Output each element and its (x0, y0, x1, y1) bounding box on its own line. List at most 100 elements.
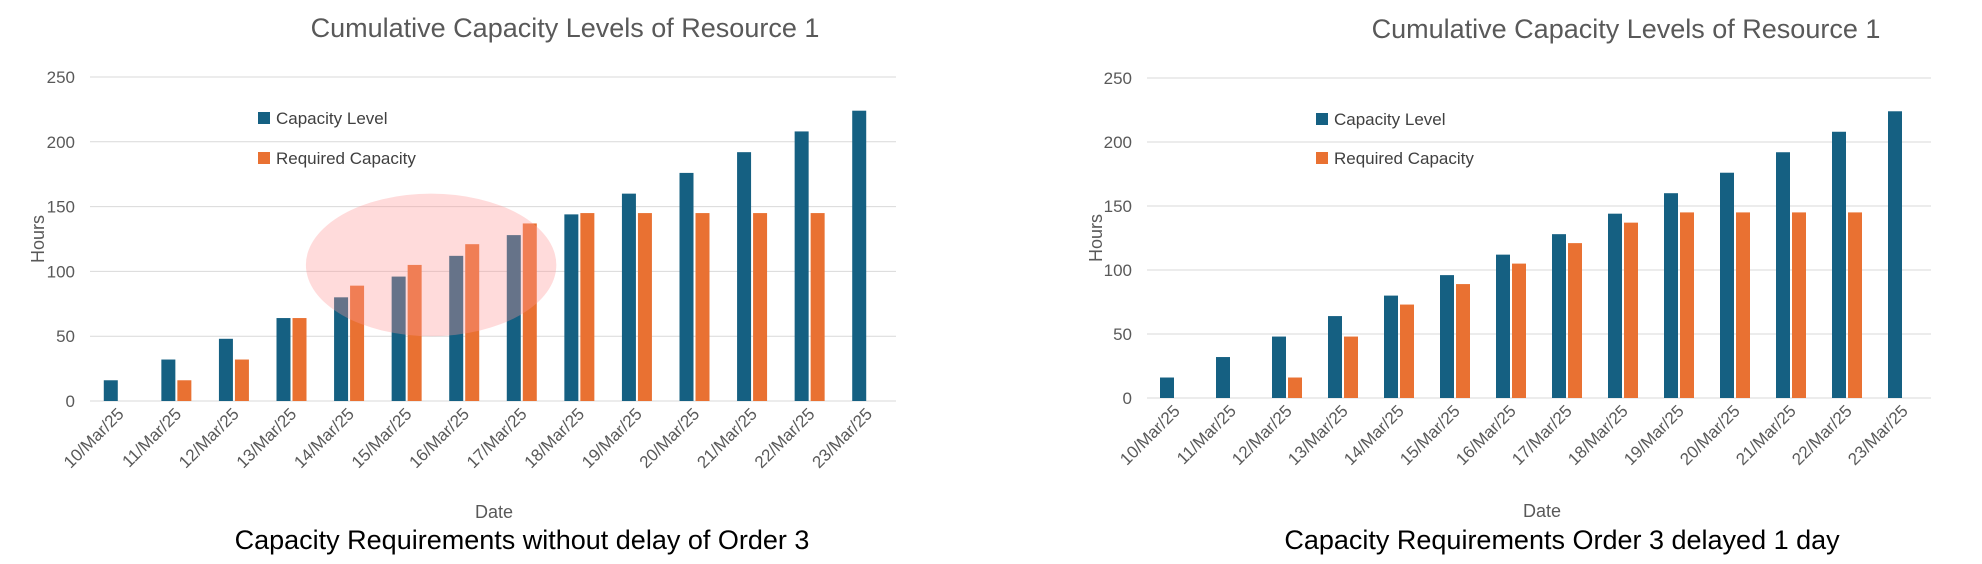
y-tick-label: 100 (1104, 261, 1132, 280)
capacity-level-bar (1888, 111, 1902, 398)
x-axis-label: Date (1523, 501, 1561, 521)
legend-label: Required Capacity (276, 149, 416, 168)
x-tick-label: 18/Mar/25 (1564, 401, 1632, 469)
legend-swatch-capacity-level (258, 112, 270, 124)
capacity-level-bar (1776, 152, 1790, 398)
y-tick-label: 250 (47, 68, 75, 87)
required-capacity-bar (234, 359, 249, 401)
x-tick-label: 23/Mar/25 (1844, 401, 1912, 469)
capacity-level-bar (161, 359, 176, 401)
y-axis-label: Hours (1086, 214, 1106, 262)
capacity-level-bar (1608, 213, 1622, 398)
capacity-level-bar (1160, 377, 1174, 398)
y-tick-label: 150 (47, 198, 75, 217)
capacity-level-bar (1832, 131, 1846, 398)
capacity-level-bar (1440, 275, 1454, 398)
legend-swatch-required-capacity (258, 152, 270, 164)
x-tick-label: 19/Mar/25 (578, 404, 646, 472)
legend-label: Capacity Level (276, 109, 388, 128)
capacity-level-bar (449, 255, 464, 401)
highlight-ellipse (305, 193, 557, 337)
capacity-level-bar (1720, 172, 1734, 398)
legend-swatch-capacity-level (1316, 113, 1328, 125)
y-tick-label: 50 (1113, 325, 1132, 344)
x-tick-label: 17/Mar/25 (463, 404, 531, 472)
y-tick-label: 0 (1123, 389, 1132, 408)
capacity-level-bar (564, 214, 579, 401)
chart-title: Cumulative Capacity Levels of Resource 1 (311, 13, 820, 43)
chart-left: Cumulative Capacity Levels of Resource 1… (28, 13, 896, 555)
capacity-level-bar (218, 338, 233, 401)
y-tick-label: 200 (47, 133, 75, 152)
x-tick-label: 21/Mar/25 (693, 404, 761, 472)
capacity-level-bar (1664, 193, 1678, 398)
capacity-level-bar (1216, 357, 1230, 398)
capacity-level-bar (794, 131, 809, 401)
x-tick-label: 19/Mar/25 (1620, 401, 1688, 469)
capacity-level-bar (1384, 295, 1398, 398)
y-tick-label: 250 (1104, 69, 1132, 88)
capacity-level-bar (621, 193, 636, 401)
required-capacity-bar (810, 213, 825, 401)
required-capacity-bar (465, 244, 480, 401)
x-tick-label: 23/Mar/25 (808, 404, 876, 472)
x-tick-label: 12/Mar/25 (1228, 401, 1296, 469)
capacity-level-bar (103, 380, 118, 401)
x-tick-label: 14/Mar/25 (1340, 401, 1408, 469)
chart-right: Cumulative Capacity Levels of Resource 1… (1086, 14, 1931, 555)
capacity-level-bar (1552, 234, 1566, 398)
chart-caption: Capacity Requirements Order 3 delayed 1 … (1284, 525, 1840, 555)
x-tick-label: 16/Mar/25 (1452, 401, 1520, 469)
legend-swatch-required-capacity (1316, 152, 1328, 164)
required-capacity-bar (1680, 212, 1694, 398)
x-tick-label: 21/Mar/25 (1732, 401, 1800, 469)
x-tick-label: 15/Mar/25 (348, 404, 416, 472)
x-tick-label: 11/Mar/25 (119, 404, 186, 471)
capacity-level-bar (679, 172, 694, 401)
required-capacity-bar (1400, 304, 1414, 398)
capacity-level-bar (334, 297, 349, 401)
required-capacity-bar (1456, 284, 1470, 398)
x-tick-label: 20/Mar/25 (1676, 401, 1744, 469)
required-capacity-bar (522, 223, 537, 401)
x-tick-label: 14/Mar/25 (290, 404, 358, 472)
required-capacity-bar (695, 213, 710, 401)
chart-title: Cumulative Capacity Levels of Resource 1 (1372, 14, 1881, 44)
required-capacity-bar (1792, 212, 1806, 398)
x-tick-label: 20/Mar/25 (636, 404, 704, 472)
y-tick-label: 150 (1104, 197, 1132, 216)
capacity-level-bar (737, 152, 752, 401)
x-axis-label: Date (475, 502, 513, 522)
required-capacity-bar (753, 213, 768, 401)
y-tick-label: 200 (1104, 133, 1132, 152)
required-capacity-bar (1288, 377, 1302, 398)
x-tick-label: 13/Mar/25 (233, 404, 301, 472)
required-capacity-bar (1736, 212, 1750, 398)
legend-label: Capacity Level (1334, 110, 1446, 129)
required-capacity-bar (637, 213, 652, 401)
x-tick-label: 13/Mar/25 (1284, 401, 1352, 469)
x-tick-label: 22/Mar/25 (1788, 401, 1856, 469)
required-capacity-bar (1848, 212, 1862, 398)
capacity-level-bar (391, 276, 406, 401)
y-axis-label: Hours (28, 215, 48, 263)
required-capacity-bar (580, 213, 595, 401)
y-tick-label: 0 (66, 392, 75, 411)
y-tick-label: 100 (47, 262, 75, 281)
legend-label: Required Capacity (1334, 149, 1474, 168)
y-tick-label: 50 (56, 327, 75, 346)
x-tick-label: 15/Mar/25 (1396, 401, 1464, 469)
required-capacity-bar (1512, 263, 1526, 398)
x-tick-label: 22/Mar/25 (751, 404, 819, 472)
x-tick-label: 10/Mar/25 (60, 404, 128, 472)
capacity-level-bar (506, 235, 521, 401)
capacity-level-bar (276, 318, 291, 401)
x-tick-label: 16/Mar/25 (405, 404, 473, 472)
required-capacity-bar (292, 318, 307, 401)
required-capacity-bar (1344, 336, 1358, 398)
required-capacity-bar (1568, 243, 1582, 398)
required-capacity-bar (177, 380, 192, 401)
x-tick-label: 18/Mar/25 (521, 404, 589, 472)
required-capacity-bar (1624, 222, 1638, 398)
